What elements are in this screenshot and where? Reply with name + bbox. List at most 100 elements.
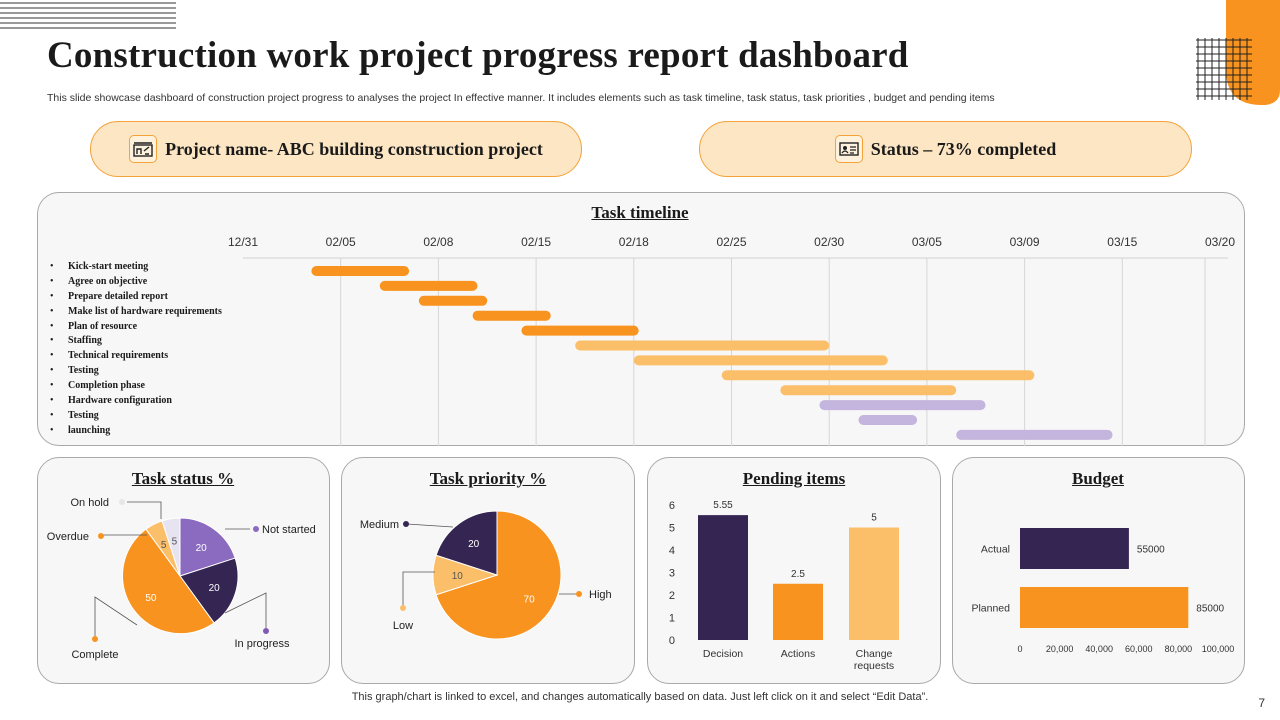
gantt-bar <box>956 429 1113 440</box>
footer-note: This graph/chart is linked to excel, and… <box>351 691 929 703</box>
pie-category-label: Low <box>393 620 413 632</box>
task-list-item: Testing <box>50 364 222 379</box>
status-board-icon <box>834 135 863 163</box>
status-label: Status – 73% completed <box>870 138 1057 159</box>
pending-value-label: 5.55 <box>713 500 733 511</box>
pie-value-label: 10 <box>452 571 464 582</box>
budget-chart: 0 20,000 40,000 60,000 80,000 100,000 55000 Act… <box>971 528 1235 654</box>
pie-slice <box>122 528 215 635</box>
pending-y-tick: 5 <box>669 523 675 535</box>
budget-title: Budget <box>1072 469 1124 488</box>
gantt-tick-label: 03/09 <box>1010 235 1040 249</box>
pending-bar <box>849 527 899 640</box>
pie-leader-dot <box>119 499 125 505</box>
pie-category-label: Medium <box>360 519 399 531</box>
page-subtitle: This slide showcase dashboard of constru… <box>47 92 995 104</box>
budget-bar <box>1020 528 1129 569</box>
pie-slice <box>179 557 239 624</box>
budget-value-label: 55000 <box>1137 545 1165 556</box>
budget-category-label: Actual <box>981 544 1010 556</box>
task-list-item: Staffing <box>50 334 222 349</box>
task-status-pie: 20 Not started 20 In progress 50 Complete 5 Ove… <box>47 497 316 661</box>
pie-value-label: 50 <box>145 593 157 604</box>
budget-x-tick: 40,000 <box>1085 644 1113 654</box>
pie-leader-dot <box>576 591 582 597</box>
task-list-item: launching <box>50 424 222 439</box>
pie-leader-dot <box>98 533 104 539</box>
pie-leader-line <box>406 523 454 528</box>
status-pill: Status – 73% completed <box>699 121 1192 177</box>
task-list-item: Hardware configuration <box>50 394 222 409</box>
gantt-tick-label: 02/05 <box>326 235 356 249</box>
pending-y-tick: 3 <box>669 568 675 580</box>
header-decor-lines <box>0 2 176 29</box>
gantt-bar <box>418 295 488 306</box>
corner-decor <box>1196 0 1280 105</box>
gantt-bar <box>819 400 986 411</box>
task-priority-pie: 70 High 10 Low 20 Medium <box>360 510 612 640</box>
pie-leader-dot <box>92 636 98 642</box>
pie-leader-dot <box>400 605 406 611</box>
pie-value-label: 20 <box>468 539 480 550</box>
gantt-bar <box>472 310 551 321</box>
pie-leader-line <box>224 592 267 629</box>
pending-y-tick: 4 <box>669 545 675 557</box>
project-name-pill: Project name- ABC building construction … <box>90 121 582 177</box>
task-list-item: Make list of hardware requirements <box>50 305 222 320</box>
gantt-tick-label: 02/15 <box>521 235 551 249</box>
pie-value-label: 5 <box>172 536 178 547</box>
pie-category-label: On hold <box>70 497 109 509</box>
budget-panel <box>952 457 1245 684</box>
pie-category-label: High <box>589 589 612 601</box>
pending-y-tick: 6 <box>669 500 675 512</box>
pie-category-label: In progress <box>234 638 290 650</box>
task-list-item: Testing <box>50 409 222 424</box>
pending-value-label: 2.5 <box>791 569 805 580</box>
task-priority-title: Task priority % <box>429 469 547 488</box>
pie-category-label: Complete <box>71 649 118 661</box>
pending-value-label: 5 <box>871 513 877 524</box>
budget-category-label: Planned <box>971 603 1010 615</box>
gantt-tick-label: 02/30 <box>814 235 844 249</box>
budget-x-tick: 0 <box>1017 644 1022 654</box>
budget-x-tick: 20,000 <box>1046 644 1074 654</box>
pie-leader-dot <box>403 521 409 527</box>
pie-value-label: 20 <box>196 543 208 554</box>
pie-value-label: 70 <box>524 594 536 605</box>
timeline-title: Task timeline <box>591 203 689 222</box>
task-list: Kick-start meetingAgree on objectivePrep… <box>50 260 222 439</box>
task-list-item: Technical requirements <box>50 349 222 364</box>
gantt-tick-label: 02/18 <box>619 235 649 249</box>
gantt-bar <box>575 340 830 351</box>
pie-slice <box>435 510 498 576</box>
pending-category-label: Change <box>856 648 893 660</box>
gantt-bar <box>633 355 888 366</box>
pending-category-label: requests <box>854 660 894 672</box>
pie-value-label: 5 <box>161 540 167 551</box>
budget-value-label: 85000 <box>1196 604 1224 615</box>
pie-slice <box>179 517 236 577</box>
pending-y-tick: 1 <box>669 613 675 625</box>
budget-bar <box>1020 587 1189 628</box>
project-name-label: Project name- ABC building construction … <box>165 138 543 159</box>
gantt-bar <box>780 385 957 396</box>
pie-slice <box>161 517 181 577</box>
pie-value-label: 20 <box>209 583 221 594</box>
pending-y-tick: 0 <box>669 635 675 647</box>
pie-leader-line <box>402 571 435 607</box>
gantt-tick-label: 02/08 <box>423 235 453 249</box>
pie-category-label: Not started <box>262 524 316 536</box>
task-list-item: Prepare detailed report <box>50 290 222 305</box>
pending-items-chart: 0 1 2 3 4 5 6 5.55 Decision 2.5 Actions 5 Changerequ… <box>669 500 899 672</box>
timeline-panel <box>37 192 1245 446</box>
pie-leader-dot <box>253 526 259 532</box>
construction-site-icon <box>129 135 158 163</box>
task-list-item: Completion phase <box>50 379 222 394</box>
pie-leader-line <box>127 501 162 519</box>
gantt-bar <box>721 370 1035 381</box>
page-title: Construction work project progress repor… <box>47 35 909 76</box>
budget-x-tick: 100,000 <box>1202 644 1235 654</box>
task-list-item: Kick-start meeting <box>50 260 222 275</box>
task-list-item: Plan of resource <box>50 320 222 335</box>
pending-items-title: Pending items <box>742 469 846 488</box>
